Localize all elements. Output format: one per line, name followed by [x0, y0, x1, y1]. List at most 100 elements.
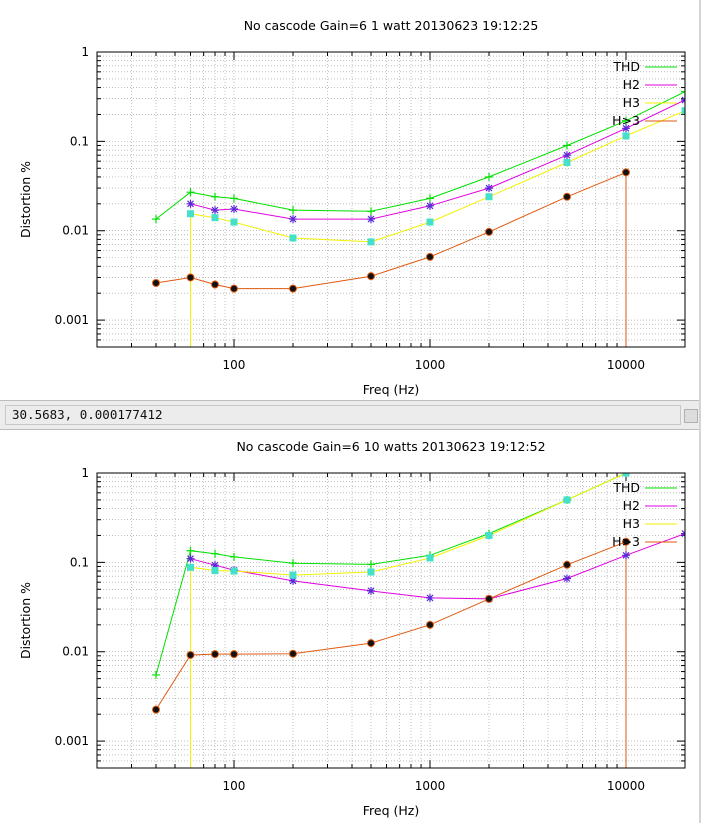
data-point-3 [366, 272, 375, 281]
data-point-2 [426, 554, 434, 562]
data-point-0 [681, 87, 685, 96]
data-point-2 [367, 568, 375, 576]
legend: THD H2 H3 H>3 [612, 480, 677, 549]
data-point-1 [186, 199, 195, 208]
data-point-1 [621, 124, 630, 133]
grid-lines [97, 472, 685, 768]
cursor-coordinates-readout: 30.5683, 0.000177412 [5, 405, 681, 425]
legend-label: H2 [623, 77, 640, 92]
data-point-2 [289, 234, 297, 242]
data-point-1 [211, 206, 220, 215]
data-point-0 [229, 194, 238, 203]
data-point-3 [425, 252, 434, 261]
data-point-3 [152, 279, 161, 288]
data-point-3 [211, 280, 220, 289]
series-line-1 [190, 533, 685, 600]
data-point-2 [211, 214, 219, 222]
data-point-0 [289, 206, 297, 215]
data-point-2 [563, 496, 571, 504]
distortion-chart-1-watt[interactable]: 100 1000 10000 0.001 0.01 0.1 1 No cascode Gain… [0, 0, 701, 400]
data-point-0 [485, 172, 493, 181]
plot-panel-bottom[interactable]: 100 1000 10000 0.001 0.01 0.1 1 No cascode Gain… [0, 430, 701, 823]
x-tick-label: 10000 [607, 779, 645, 793]
legend-label: H2 [623, 498, 640, 513]
series-line-1 [190, 99, 685, 220]
status-bar-handle[interactable] [684, 409, 698, 423]
y-tick-label: 0.01 [62, 224, 89, 238]
data-point-3 [186, 273, 195, 282]
legend-label: H3 [623, 516, 640, 531]
x-axis-label: Freq (Hz) [363, 803, 419, 818]
y-tick-label: 0.1 [70, 134, 89, 148]
data-point-3 [425, 620, 434, 629]
data-point-0 [425, 194, 434, 203]
x-tick-label: 1000 [415, 358, 446, 372]
legend-label: THD [612, 480, 640, 495]
distortion-chart-10-watts[interactable]: 100 1000 10000 0.001 0.01 0.1 1 No cascode Gain… [0, 430, 701, 823]
data-point-1 [289, 215, 297, 224]
legend-label: H3 [623, 95, 640, 110]
data-point-3 [229, 650, 238, 659]
data-point-2 [563, 159, 571, 167]
chart-title: No cascode Gain=6 1 watt 20130623 19:12:… [244, 18, 539, 33]
data-point-3 [289, 649, 297, 658]
data-point-0 [366, 560, 375, 569]
legend: THD H2 H3 H>3 [612, 59, 677, 128]
data-point-1 [621, 551, 630, 560]
data-point-0 [289, 559, 297, 568]
x-axis-label: Freq (Hz) [363, 382, 419, 397]
data-point-2 [485, 531, 493, 539]
data-point-1 [229, 205, 238, 214]
data-point-3 [186, 650, 195, 659]
data-point-2 [622, 473, 630, 477]
data-point-3 [485, 227, 493, 236]
y-axis-label: Distortion % [18, 582, 33, 659]
data-point-0 [186, 188, 195, 197]
plot-frame [96, 472, 686, 769]
data-point-0 [211, 549, 220, 558]
data-point-3 [562, 192, 571, 201]
data-point-0 [562, 141, 571, 150]
data-point-3 [621, 537, 630, 546]
data-point-1 [485, 184, 493, 193]
window-right-border [699, 0, 701, 823]
data-point-0 [229, 552, 238, 561]
data-point-1 [425, 201, 434, 210]
data-point-3 [366, 639, 375, 648]
plot-panel-top[interactable]: 100 1000 10000 0.001 0.01 0.1 1 No cascode Gain… [0, 0, 701, 400]
data-point-1 [186, 554, 195, 563]
y-tick-label: 1 [81, 45, 89, 59]
coordinate-status-bar: 30.5683, 0.000177412 [0, 400, 701, 430]
series-line-3 [155, 541, 627, 710]
data-point-2 [367, 238, 375, 246]
data-point-2 [211, 567, 219, 575]
data-point-2 [187, 563, 195, 571]
data-point-0 [366, 207, 375, 216]
data-point-1 [366, 586, 375, 595]
plot-frame [96, 51, 686, 348]
legend-label: THD [612, 59, 640, 74]
data-point-2 [426, 218, 434, 226]
data-point-1 [562, 151, 571, 160]
data-point-3 [621, 168, 630, 177]
data-point-3 [562, 560, 571, 569]
data-point-3 [152, 705, 161, 714]
data-point-2 [289, 571, 297, 579]
data-point-3 [229, 284, 238, 293]
y-tick-label: 1 [81, 466, 89, 480]
data-point-0 [211, 192, 220, 201]
data-point-1 [425, 593, 434, 602]
series-line-2 [190, 473, 627, 576]
series-line-2 [190, 110, 685, 243]
series-line-0 [155, 473, 627, 676]
y-tick-label: 0.1 [70, 555, 89, 569]
data-point-2 [681, 107, 685, 115]
data-point-0 [152, 670, 161, 679]
series-line-3 [155, 171, 627, 290]
x-tick-label: 100 [223, 779, 246, 793]
data-point-2 [622, 132, 630, 140]
grid-lines [97, 51, 685, 347]
data-point-3 [485, 594, 493, 603]
legend-label: H>3 [612, 534, 640, 549]
y-tick-label: 0.01 [62, 645, 89, 659]
